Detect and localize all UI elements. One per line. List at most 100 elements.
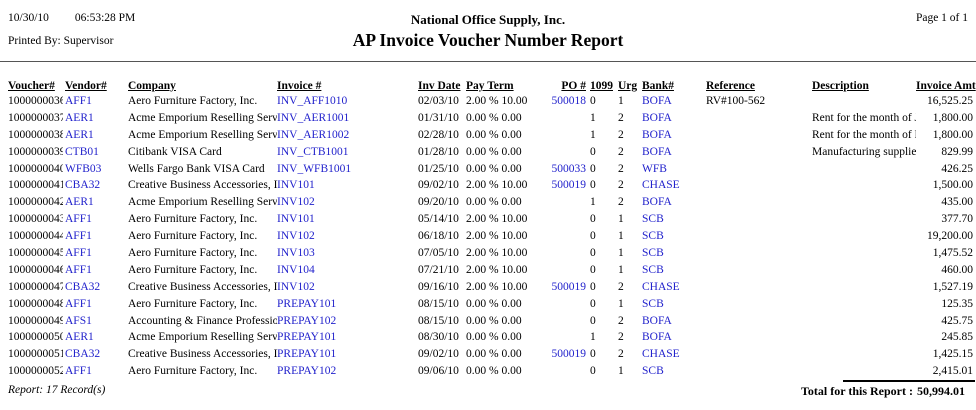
page-indicator: Page 1 of 1 xyxy=(915,12,968,24)
cell-invoice[interactable]: INV102 xyxy=(277,230,315,243)
cell-invoice[interactable]: INV102 xyxy=(277,196,315,209)
cell-vendor[interactable]: CBA32 xyxy=(65,179,101,192)
cell-inv_date: 02/28/10 xyxy=(418,128,459,141)
cell-vendor[interactable]: AFF1 xyxy=(65,263,92,276)
cell-vendor[interactable]: AFF1 xyxy=(65,230,92,243)
cell-inv_date: 09/16/10 xyxy=(418,280,459,293)
column-header-description: Description xyxy=(812,80,869,92)
cell-invoice[interactable]: INV_CTB1001 xyxy=(277,145,349,158)
cell-1099: 0 xyxy=(590,263,596,276)
cell-invoice[interactable]: INV_WFB1001 xyxy=(277,162,352,175)
cell-reference xyxy=(706,262,812,279)
cell-po[interactable]: 500019 xyxy=(551,348,587,361)
cell-vendor[interactable]: AFS1 xyxy=(65,314,92,327)
cell-urg: 1 xyxy=(618,365,624,378)
cell-vendor[interactable]: AFF1 xyxy=(65,365,92,378)
cell-invoice[interactable]: INV101 xyxy=(277,213,315,226)
cell-reference xyxy=(706,161,812,178)
cell-invoice[interactable]: INV_AER1002 xyxy=(277,128,350,141)
column-header-po: PO # xyxy=(561,80,586,92)
table-row: 1000000041 CBA32 Creative Business Accesso… xyxy=(8,177,973,194)
cell-reference xyxy=(706,346,812,363)
cell-voucher: 1000000043 xyxy=(8,213,63,226)
cell-urg: 1 xyxy=(618,297,624,310)
cell-urg: 1 xyxy=(618,213,624,226)
cell-invoice[interactable]: INV104 xyxy=(277,263,315,276)
cell-po[interactable]: 500018 xyxy=(551,95,587,107)
cell-po[interactable]: 500019 xyxy=(551,280,587,293)
cell-voucher: 1000000052 xyxy=(8,365,63,378)
column-header-1099: 1099 xyxy=(590,80,613,92)
cell-bank[interactable]: CHASE xyxy=(642,280,680,293)
cell-company: Acme Emporium Reselling Servic xyxy=(128,196,277,209)
cell-invoice[interactable]: PREPAY101 xyxy=(277,348,337,361)
cell-description: Rent for the month of F xyxy=(812,128,916,141)
cell-company: Wells Fargo Bank VISA Card xyxy=(128,162,265,175)
cell-invoice[interactable]: INV_AER1001 xyxy=(277,111,350,124)
cell-bank[interactable]: SCB xyxy=(642,230,664,243)
cell-invoice[interactable]: PREPAY101 xyxy=(277,331,337,344)
cell-description xyxy=(812,161,916,178)
cell-invoice[interactable]: INV102 xyxy=(277,280,315,293)
cell-description xyxy=(812,177,916,194)
cell-bank[interactable]: BOFA xyxy=(642,128,672,141)
cell-bank[interactable]: SCB xyxy=(642,263,664,276)
cell-voucher: 1000000038 xyxy=(8,128,63,141)
cell-vendor[interactable]: WFB03 xyxy=(65,162,102,175)
cell-vendor[interactable]: AER1 xyxy=(65,128,94,141)
cell-bank[interactable]: SCB xyxy=(642,297,664,310)
cell-bank[interactable]: BOFA xyxy=(642,145,672,158)
cell-amount: 435.00 xyxy=(941,196,973,209)
table-row: 1000000037 AER1 Acme Emporium Reselling Se… xyxy=(8,110,973,127)
cell-bank[interactable]: SCB xyxy=(642,213,664,226)
table-row: 1000000043 AFF1 Aero Furniture Factory, In… xyxy=(8,211,973,228)
cell-vendor[interactable]: AFF1 xyxy=(65,297,92,310)
table-row: 1000000048 AFF1 Aero Furniture Factory, In… xyxy=(8,296,973,313)
cell-po xyxy=(540,228,586,245)
cell-invoice[interactable]: INV101 xyxy=(277,179,315,192)
cell-vendor[interactable]: CBA32 xyxy=(65,348,101,361)
table-row: 1000000049 AFS1 Accounting & Finance Profe… xyxy=(8,313,973,330)
cell-invoice[interactable]: INV103 xyxy=(277,247,315,260)
cell-bank[interactable]: BOFA xyxy=(642,314,672,327)
cell-vendor[interactable]: AFF1 xyxy=(65,213,92,226)
cell-bank[interactable]: BOFA xyxy=(642,95,672,107)
cell-voucher: 1000000048 xyxy=(8,297,63,310)
column-header-invoice: Invoice # xyxy=(277,80,322,92)
cell-bank[interactable]: BOFA xyxy=(642,331,672,344)
cell-vendor[interactable]: AER1 xyxy=(65,331,94,344)
column-header-company: Company xyxy=(128,80,176,92)
cell-inv_date: 09/06/10 xyxy=(418,365,459,378)
cell-invoice[interactable]: INV_AFF1010 xyxy=(277,95,348,107)
cell-voucher: 1000000049 xyxy=(8,314,63,327)
cell-bank[interactable]: BOFA xyxy=(642,111,672,124)
cell-1099: 0 xyxy=(590,213,596,226)
cell-invoice[interactable]: PREPAY101 xyxy=(277,297,337,310)
cell-inv_date: 09/20/10 xyxy=(418,196,459,209)
cell-bank[interactable]: WFB xyxy=(642,162,667,175)
cell-vendor[interactable]: AFF1 xyxy=(65,247,92,260)
cell-description xyxy=(812,346,916,363)
cell-inv_date: 01/25/10 xyxy=(418,162,459,175)
cell-pay_term: 0.00 % 0.00 xyxy=(466,331,522,344)
cell-pay_term: 0.00 % 0.00 xyxy=(466,162,522,175)
cell-bank[interactable]: BOFA xyxy=(642,196,672,209)
cell-po[interactable]: 500019 xyxy=(551,179,587,192)
cell-inv_date: 08/30/10 xyxy=(418,331,459,344)
cell-bank[interactable]: CHASE xyxy=(642,179,680,192)
cell-1099: 0 xyxy=(590,297,596,310)
cell-invoice[interactable]: PREPAY102 xyxy=(277,365,337,378)
cell-amount: 460.00 xyxy=(941,263,973,276)
cell-invoice[interactable]: PREPAY102 xyxy=(277,314,337,327)
cell-bank[interactable]: SCB xyxy=(642,365,664,378)
cell-bank[interactable]: SCB xyxy=(642,247,664,260)
cell-urg: 1 xyxy=(618,263,624,276)
cell-vendor[interactable]: AFF1 xyxy=(65,95,92,107)
cell-po xyxy=(540,110,586,127)
cell-vendor[interactable]: CBA32 xyxy=(65,280,101,293)
cell-vendor[interactable]: AER1 xyxy=(65,111,94,124)
cell-vendor[interactable]: AER1 xyxy=(65,196,94,209)
cell-po[interactable]: 500033 xyxy=(551,162,587,175)
cell-vendor[interactable]: CTB01 xyxy=(65,145,99,158)
cell-bank[interactable]: CHASE xyxy=(642,348,680,361)
